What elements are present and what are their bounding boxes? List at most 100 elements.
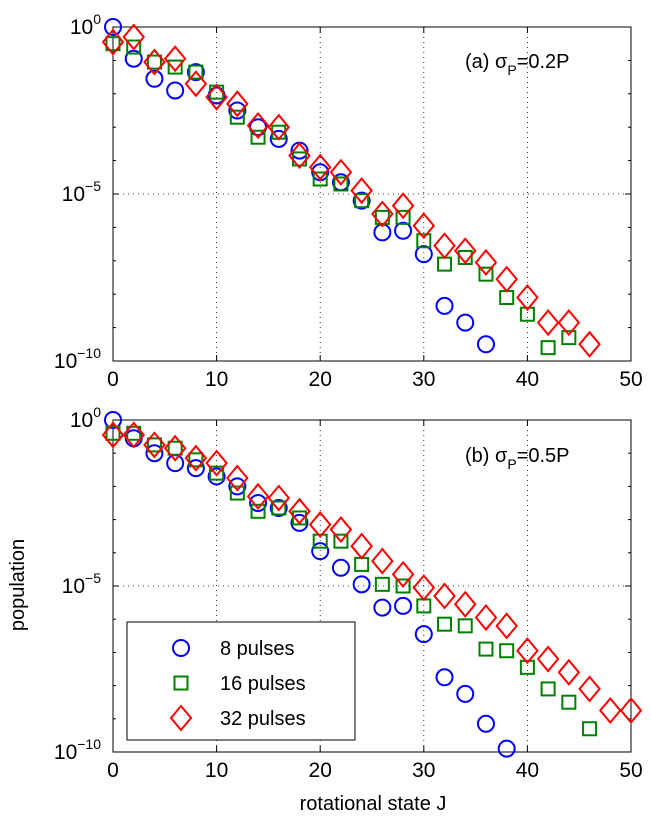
annotation-subscript: P bbox=[507, 62, 516, 78]
data-point-square bbox=[457, 618, 473, 634]
data-point-circle bbox=[394, 221, 413, 240]
data-point-diamond bbox=[350, 532, 373, 560]
y-tick-label: 10−10 bbox=[54, 345, 101, 373]
data-point-diamond bbox=[557, 658, 581, 686]
data-point-diamond bbox=[453, 590, 477, 618]
x-tick-label: 30 bbox=[412, 759, 435, 782]
data-point-square bbox=[312, 171, 328, 187]
y-tick-base: 10 bbox=[54, 741, 77, 764]
data-point-diamond bbox=[516, 637, 539, 665]
data-point-circle bbox=[414, 245, 433, 264]
y-tick-exponent: −10 bbox=[77, 345, 101, 361]
legend-marker-diamond bbox=[169, 704, 193, 732]
y-tick-exponent: 0 bbox=[93, 11, 101, 27]
data-point-circle bbox=[476, 335, 495, 354]
data-point-diamond bbox=[205, 449, 228, 477]
y-tick-base: 10 bbox=[70, 16, 93, 39]
data-point-diamond bbox=[412, 212, 436, 240]
x-tick-label: 20 bbox=[309, 759, 332, 782]
data-point-square bbox=[126, 425, 142, 441]
data-point-square bbox=[582, 721, 598, 737]
y-tick-exponent: −5 bbox=[85, 570, 101, 586]
data-point-diamond bbox=[122, 23, 146, 51]
data-point-circle bbox=[166, 81, 185, 100]
y-axis-label: population bbox=[7, 539, 29, 631]
x-tick-label: 30 bbox=[412, 368, 435, 391]
data-point-square bbox=[499, 643, 515, 659]
data-point-diamond bbox=[578, 675, 601, 703]
data-point-diamond bbox=[453, 237, 477, 265]
data-point-diamond bbox=[495, 612, 518, 640]
data-point-diamond bbox=[288, 497, 311, 525]
series-32-pulses bbox=[101, 23, 601, 358]
annotation-prefix: (a) σ bbox=[465, 51, 508, 73]
data-point-diamond bbox=[308, 511, 332, 539]
x-axis-label: rotational state J bbox=[300, 793, 447, 815]
data-point-diamond bbox=[350, 177, 373, 205]
data-point-diamond bbox=[598, 696, 622, 725]
x-tick-label: 10 bbox=[205, 759, 228, 782]
data-point-diamond bbox=[578, 330, 601, 358]
y-tick-label: 100 bbox=[70, 11, 101, 39]
data-point-diamond bbox=[412, 574, 436, 602]
data-point-circle bbox=[145, 444, 164, 463]
data-point-diamond bbox=[329, 158, 353, 186]
data-point-circle bbox=[414, 625, 433, 644]
data-point-diamond bbox=[101, 421, 125, 449]
data-point-circle bbox=[290, 513, 309, 532]
data-point-square bbox=[540, 681, 556, 697]
data-point-diamond bbox=[433, 582, 456, 610]
x-tick-label: 50 bbox=[619, 759, 642, 782]
legend-label: 16 pulses bbox=[220, 673, 306, 695]
y-tick-exponent: −5 bbox=[85, 178, 101, 194]
data-point-diamond bbox=[536, 309, 560, 337]
data-point-circle bbox=[311, 542, 330, 561]
y-tick-label: 10−5 bbox=[62, 570, 102, 598]
data-point-square bbox=[167, 440, 183, 456]
data-point-square bbox=[354, 193, 370, 209]
data-point-diamond bbox=[474, 603, 498, 632]
data-point-circle bbox=[228, 477, 247, 496]
data-point-square bbox=[146, 437, 162, 453]
data-point-circle bbox=[476, 714, 495, 733]
y-tick-base: 10 bbox=[70, 409, 93, 432]
data-point-circle bbox=[207, 467, 226, 486]
legend-label: 8 pulses bbox=[220, 638, 295, 660]
data-point-circle bbox=[497, 739, 516, 758]
data-point-square bbox=[561, 694, 577, 710]
x-tick-label: 10 bbox=[205, 368, 228, 391]
data-point-diamond bbox=[163, 45, 187, 73]
data-point-square bbox=[250, 503, 266, 519]
data-point-square bbox=[167, 59, 183, 75]
data-point-circle bbox=[373, 598, 392, 617]
data-point-diamond bbox=[226, 464, 249, 492]
data-point-square bbox=[395, 209, 411, 225]
legend-marker-square bbox=[173, 675, 189, 691]
data-point-diamond bbox=[391, 560, 415, 588]
data-point-diamond bbox=[143, 431, 166, 459]
data-point-circle bbox=[104, 18, 122, 36]
x-tick-label: 0 bbox=[107, 759, 119, 782]
data-point-square bbox=[478, 641, 494, 657]
data-point-diamond bbox=[205, 83, 228, 111]
y-tick-base: 10 bbox=[62, 183, 85, 206]
x-tick-label: 40 bbox=[516, 368, 539, 391]
data-point-square bbox=[519, 306, 535, 322]
data-point-square bbox=[478, 266, 494, 282]
data-point-square bbox=[209, 465, 225, 481]
data-point-circle bbox=[456, 313, 475, 332]
data-point-circle bbox=[352, 191, 371, 210]
y-tick-base: 10 bbox=[54, 350, 77, 373]
data-point-diamond bbox=[371, 200, 394, 228]
data-point-square bbox=[333, 533, 349, 549]
data-point-square bbox=[229, 109, 245, 125]
annotation-suffix: =0.5P bbox=[517, 445, 570, 467]
data-point-circle bbox=[145, 69, 164, 88]
data-point-diamond bbox=[516, 283, 539, 312]
data-point-diamond bbox=[101, 28, 125, 56]
data-point-square bbox=[416, 233, 432, 249]
series-32-pulses bbox=[101, 421, 643, 725]
data-point-circle bbox=[331, 558, 350, 577]
